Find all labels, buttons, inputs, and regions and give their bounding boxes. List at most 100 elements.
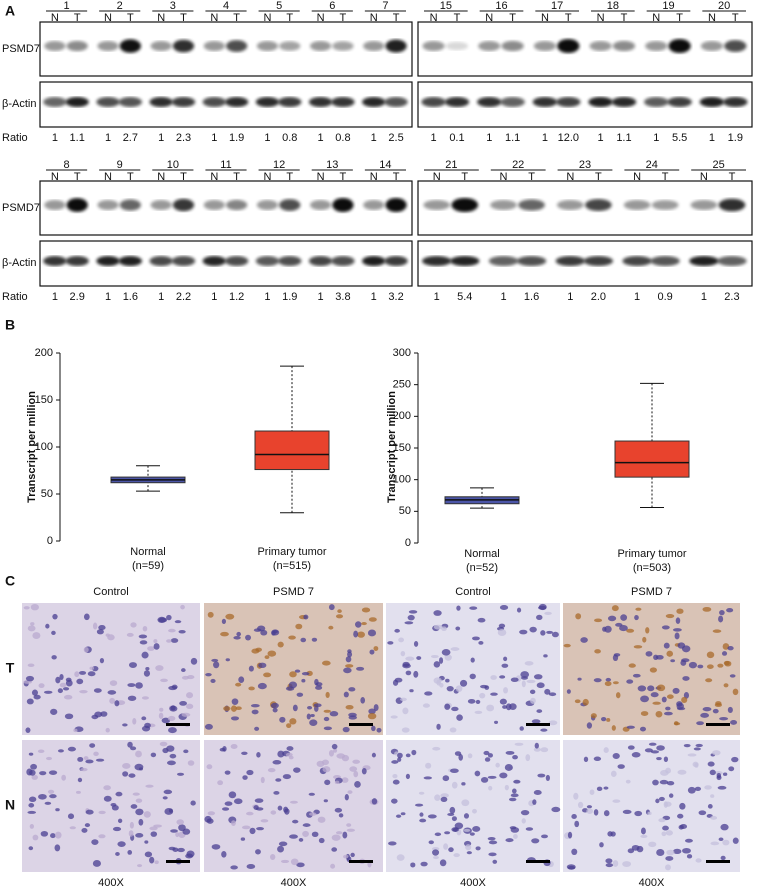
cell	[76, 678, 84, 685]
cell	[430, 654, 439, 659]
cell	[436, 723, 441, 730]
actin-band	[689, 256, 719, 266]
psmd7-band	[585, 199, 612, 211]
cell	[127, 850, 133, 855]
cell	[636, 845, 644, 853]
cell	[245, 634, 252, 641]
cell	[573, 792, 579, 800]
cell	[458, 753, 464, 761]
panel-label: A	[5, 3, 15, 19]
cell	[533, 674, 543, 680]
cell	[639, 726, 646, 732]
category-label: Primary tumor	[617, 548, 686, 560]
cell	[599, 842, 604, 848]
cell	[722, 839, 730, 846]
ratio: 1	[264, 291, 270, 303]
cell	[666, 849, 675, 856]
ratio: 1.9	[229, 132, 244, 144]
cell	[168, 846, 176, 851]
lane-number: 14	[379, 159, 391, 171]
cell	[330, 863, 336, 869]
cell	[449, 806, 456, 814]
cell	[153, 643, 160, 650]
cell	[31, 774, 38, 780]
cell	[543, 654, 548, 658]
cell	[664, 711, 673, 716]
lane-letter: N	[500, 171, 508, 183]
cell	[376, 727, 382, 733]
cell	[185, 703, 194, 709]
psmd7-band	[309, 41, 332, 51]
lane-letter: N	[317, 12, 325, 24]
n-label: (n=503)	[633, 562, 671, 574]
cell	[668, 793, 674, 798]
cell	[634, 614, 639, 621]
ratio: 2.3	[176, 132, 191, 144]
y-tick-label: 150	[393, 442, 411, 454]
cell	[132, 718, 137, 725]
cell	[164, 807, 174, 815]
cell	[402, 707, 409, 715]
psmd7-band	[309, 200, 332, 210]
cell	[79, 670, 87, 675]
cell	[67, 813, 75, 820]
psmd7-band	[518, 199, 545, 211]
cell	[695, 858, 702, 863]
cell	[213, 661, 220, 669]
cell	[398, 637, 405, 643]
cell	[360, 697, 366, 704]
row-label: N	[5, 797, 15, 813]
cell	[324, 779, 331, 786]
cell	[498, 623, 506, 629]
actin-band	[224, 97, 249, 107]
cell	[520, 676, 529, 680]
cell	[154, 860, 159, 865]
cell	[50, 708, 58, 715]
cell	[54, 844, 61, 852]
cell	[92, 622, 98, 630]
cell	[448, 847, 454, 853]
cell	[345, 664, 354, 668]
panel-label: C	[5, 573, 15, 589]
actin-band	[118, 256, 143, 266]
cell	[95, 758, 105, 762]
cell	[467, 699, 476, 704]
ratio: 5.5	[672, 132, 687, 144]
cell	[519, 629, 528, 635]
cell	[179, 701, 188, 706]
cell	[346, 823, 352, 827]
cell	[723, 683, 729, 688]
ratio: 2.7	[123, 132, 138, 144]
y-tick-label: 0	[405, 537, 411, 549]
cell	[142, 625, 148, 632]
cell	[258, 662, 267, 669]
cell	[479, 692, 486, 699]
cell	[28, 752, 34, 756]
psmd7-band	[279, 41, 301, 51]
cell	[443, 843, 449, 850]
cell	[704, 785, 712, 790]
cell	[593, 756, 602, 762]
cell	[170, 705, 176, 711]
cell	[69, 826, 76, 830]
cell	[328, 604, 335, 611]
lane-letter: N	[370, 12, 378, 24]
cell	[289, 671, 297, 678]
cell	[323, 709, 331, 713]
ratio: 0.8	[282, 132, 297, 144]
cell	[167, 760, 176, 766]
cell	[83, 613, 90, 621]
cell	[342, 726, 350, 733]
cell	[280, 859, 290, 864]
cell	[390, 715, 398, 719]
lane-number: 3	[170, 0, 176, 12]
cell	[155, 665, 164, 671]
cell	[122, 723, 128, 727]
psmd7-band	[700, 41, 724, 51]
cell	[433, 624, 443, 630]
actin-band	[516, 256, 547, 266]
cell	[267, 768, 276, 773]
cell	[167, 715, 176, 722]
cell	[450, 768, 459, 774]
cell	[626, 725, 635, 729]
